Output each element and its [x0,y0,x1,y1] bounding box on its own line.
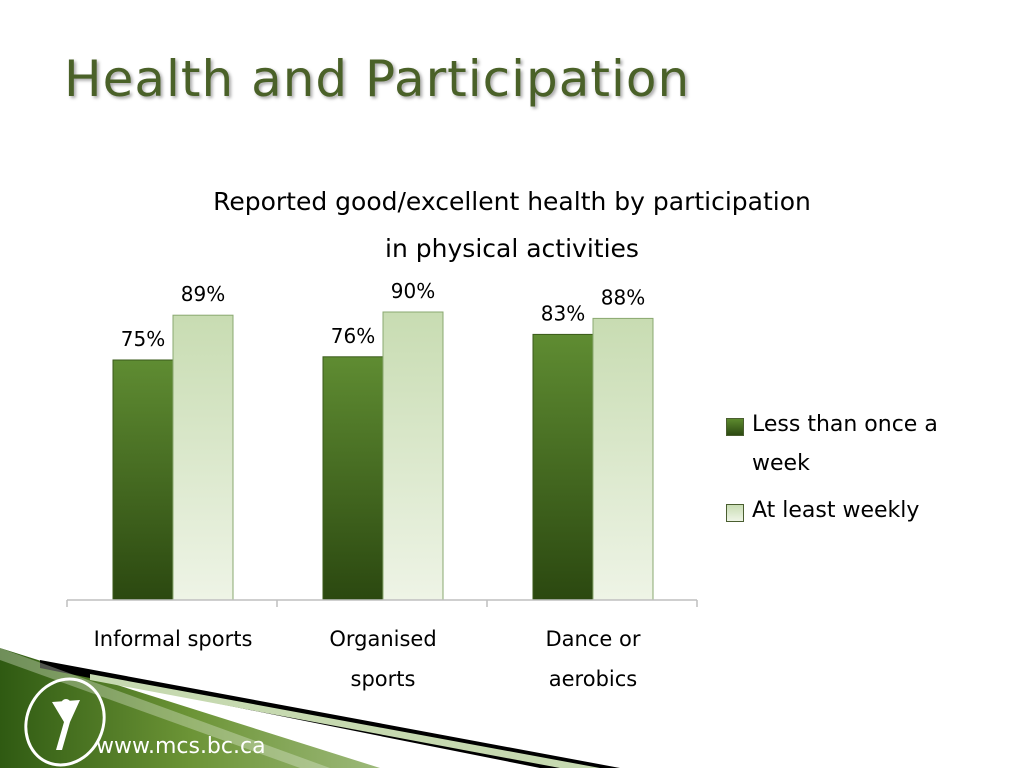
legend-label-line-2: week [752,451,810,476]
category-label-1-line-0: Organised [329,627,436,651]
legend-swatch-light [726,504,744,522]
bar-less-than-weekly-2 [532,333,594,601]
data-label-0-0: 75% [121,327,165,351]
chart-title-line-2: in physical activities [385,234,639,263]
data-label-1-0: 89% [181,282,225,306]
data-label-1-1: 90% [391,279,435,303]
bar-less-than-weekly-1 [322,356,384,601]
bar-less-than-weekly-0 [112,359,174,601]
footer-decoration [0,648,620,768]
chart-title: Reported good/excellent health by partic… [60,178,964,272]
category-label-0-line-0: Informal sports [94,627,253,651]
legend-label-line-1: Less than once a [752,412,938,437]
bar-at-least-weekly-1 [382,311,444,601]
data-label-0-1: 76% [331,324,375,348]
category-label-1-line-1: sports [351,667,416,691]
category-label-2-line-1: aerobics [549,667,637,691]
bar-at-least-weekly-2 [592,317,654,601]
website-link[interactable]: www.mcs.bc.ca [96,734,266,759]
legend-swatch-dark [726,418,744,436]
legend-item-less-than-weekly: Less than once a week [724,405,994,483]
legend-item-at-least-weekly: At least weekly [724,491,994,530]
chart-legend: Less than once a week At least weekly [724,405,994,538]
slide-title: Health and Participation [64,50,691,108]
bar-at-least-weekly-0 [172,314,234,601]
data-label-0-2: 83% [541,301,585,325]
legend-label-at-least-weekly: At least weekly [752,498,920,523]
data-label-1-2: 88% [601,285,645,309]
category-label-2-line-0: Dance or [546,627,641,651]
mcs-logo-icon [24,677,106,767]
chart-title-line-1: Reported good/excellent health by partic… [213,187,811,216]
